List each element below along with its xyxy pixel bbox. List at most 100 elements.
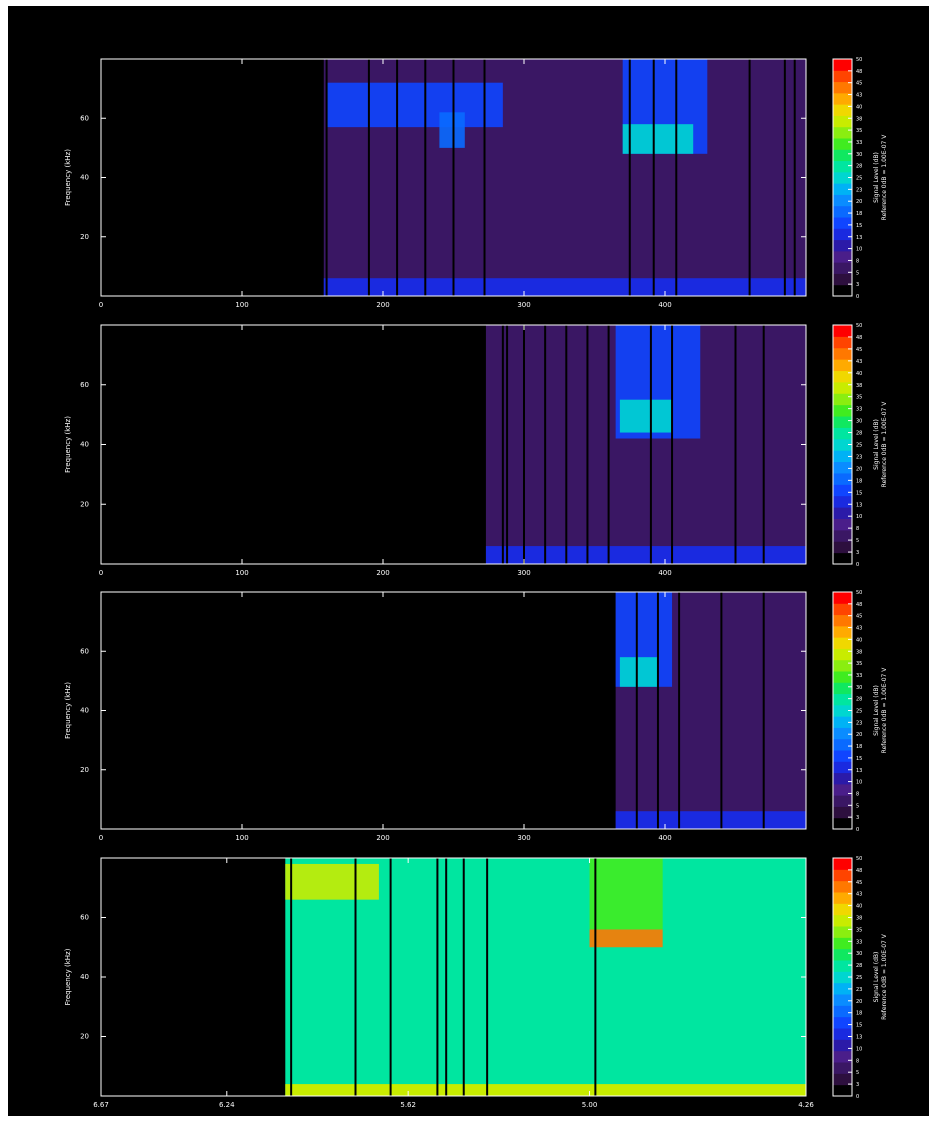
colorbar-tick-label: 15	[856, 490, 862, 496]
colorbar-swatch	[833, 783, 852, 796]
y-tick-label: 60	[80, 114, 89, 122]
x-tick-label: 6.67	[93, 1101, 109, 1109]
colorbar-reference: Reference 0dB = 1.00E-07 V	[881, 401, 888, 488]
y-axis-label: Frequency (kHz)	[64, 948, 72, 1005]
colorbar-tick-label: 3	[856, 815, 859, 821]
colorbar-swatch	[833, 484, 852, 497]
colorbar-swatch	[833, 160, 852, 173]
x-tick-label: 200	[376, 834, 389, 842]
colorbar-swatch	[833, 659, 852, 672]
colorbar-tick-label: 28	[856, 697, 862, 703]
colorbar-tick-label: 10	[856, 780, 862, 786]
colorbar-tick-label: 48	[856, 69, 862, 75]
colorbar-swatch	[833, 1039, 852, 1052]
colorbar-swatch	[833, 892, 852, 904]
colorbar-tick-label: 25	[856, 709, 862, 715]
colorbar-tick-label: 23	[856, 720, 862, 726]
x-tick-label: 300	[517, 301, 530, 309]
colorbar-tick-label: 18	[856, 744, 862, 750]
colorbar-tick-label: 35	[856, 128, 862, 134]
colorbar-swatch	[833, 438, 852, 451]
colorbar-tick-label: 40	[856, 104, 862, 110]
colorbar-tick-label: 23	[856, 987, 862, 993]
colorbar-tick-label: 38	[856, 649, 862, 655]
x-tick-label: 5.62	[400, 1101, 416, 1109]
colorbar-swatch	[833, 495, 852, 508]
colorbar-swatch	[833, 1016, 852, 1029]
x-tick-label: 5.00	[582, 1101, 598, 1109]
colorbar-tick-label: 0	[856, 827, 859, 833]
x-tick-label: 4.26	[798, 1101, 814, 1109]
colorbar-tick-label: 33	[856, 673, 862, 679]
colorbar-tick-label: 0	[856, 562, 859, 568]
colorbar-tick-label: 8	[856, 1058, 859, 1064]
colorbar-swatch	[833, 126, 852, 139]
colorbar-swatch	[833, 772, 852, 785]
colorbar-tick-label: 45	[856, 880, 862, 886]
colorbar: 03581013151820232528303335384043454850Si…	[832, 856, 888, 1100]
x-tick-label: 0	[99, 834, 103, 842]
colorbar-tick-label: 3	[856, 550, 859, 556]
colorbar-reference: Reference 0dB = 1.00E-07 V	[881, 933, 888, 1020]
y-tick-label: 60	[80, 914, 89, 922]
colorbar-swatch	[833, 149, 852, 162]
colorbar-tick-label: 43	[856, 626, 862, 632]
colorbar-swatch	[833, 648, 852, 661]
colorbar-tick-label: 3	[856, 282, 859, 288]
colorbar-tick-label: 13	[856, 235, 862, 241]
colorbar-tick-label: 5	[856, 803, 859, 809]
colorbar-tick-label: 13	[856, 502, 862, 508]
colorbar-tick-label: 45	[856, 81, 862, 87]
colorbar-tick-label: 50	[856, 590, 862, 596]
colorbar-tick-label: 38	[856, 116, 862, 122]
colorbar-tick-label: 0	[856, 1094, 859, 1100]
colorbar-tick-label: 33	[856, 140, 862, 146]
y-tick-label: 20	[80, 766, 89, 774]
colorbar: 03581013151820232528303335384043454850Si…	[832, 323, 888, 568]
colorbar-swatch	[833, 461, 852, 474]
colorbar-swatch	[833, 971, 852, 984]
colorbar-swatch	[833, 81, 852, 94]
colorbar-tick-label: 18	[856, 211, 862, 217]
x-tick-label: 0	[99, 301, 103, 309]
colorbar-swatch	[833, 637, 852, 649]
colorbar-tick-label: 18	[856, 1011, 862, 1017]
colorbar-swatch	[833, 450, 852, 463]
colorbar-swatch	[833, 529, 852, 542]
colorbar-swatch	[833, 239, 852, 252]
colorbar-swatch	[833, 880, 852, 893]
emission-feature-1	[326, 82, 503, 128]
colorbar-tick-label: 23	[856, 454, 862, 460]
colorbar-swatch	[833, 806, 852, 819]
x-tick-label: 100	[235, 834, 248, 842]
colorbar-swatch	[833, 750, 852, 762]
colorbar-label: Signal Level (dB)	[873, 152, 880, 203]
colorbar-tick-label: 35	[856, 927, 862, 933]
colorbar-tick-label: 35	[856, 395, 862, 401]
colorbar-swatch	[833, 716, 852, 728]
colorbar-tick-label: 45	[856, 614, 862, 620]
colorbar-swatch	[833, 336, 852, 349]
colorbar-swatch	[833, 217, 852, 229]
colorbar-tick-label: 40	[856, 637, 862, 643]
colorbar-tick-label: 45	[856, 347, 862, 353]
colorbar-swatch	[833, 671, 852, 683]
y-tick-label: 40	[80, 973, 89, 981]
x-tick-label: 200	[376, 569, 389, 577]
colorbar-swatch	[833, 171, 852, 184]
low-frequency-band	[285, 1084, 806, 1096]
colorbar-swatch	[833, 761, 852, 774]
colorbar-tick-label: 28	[856, 431, 862, 437]
colorbar-swatch	[833, 948, 852, 961]
colorbar-swatch	[833, 552, 852, 565]
colorbar-swatch	[833, 960, 852, 972]
emission-feature-3	[622, 124, 694, 154]
colorbar-swatch	[833, 982, 852, 995]
colorbar-swatch	[833, 1062, 852, 1074]
colorbar-tick-label: 38	[856, 916, 862, 922]
emission-feature-4	[439, 112, 465, 148]
x-tick-label: 100	[235, 301, 248, 309]
